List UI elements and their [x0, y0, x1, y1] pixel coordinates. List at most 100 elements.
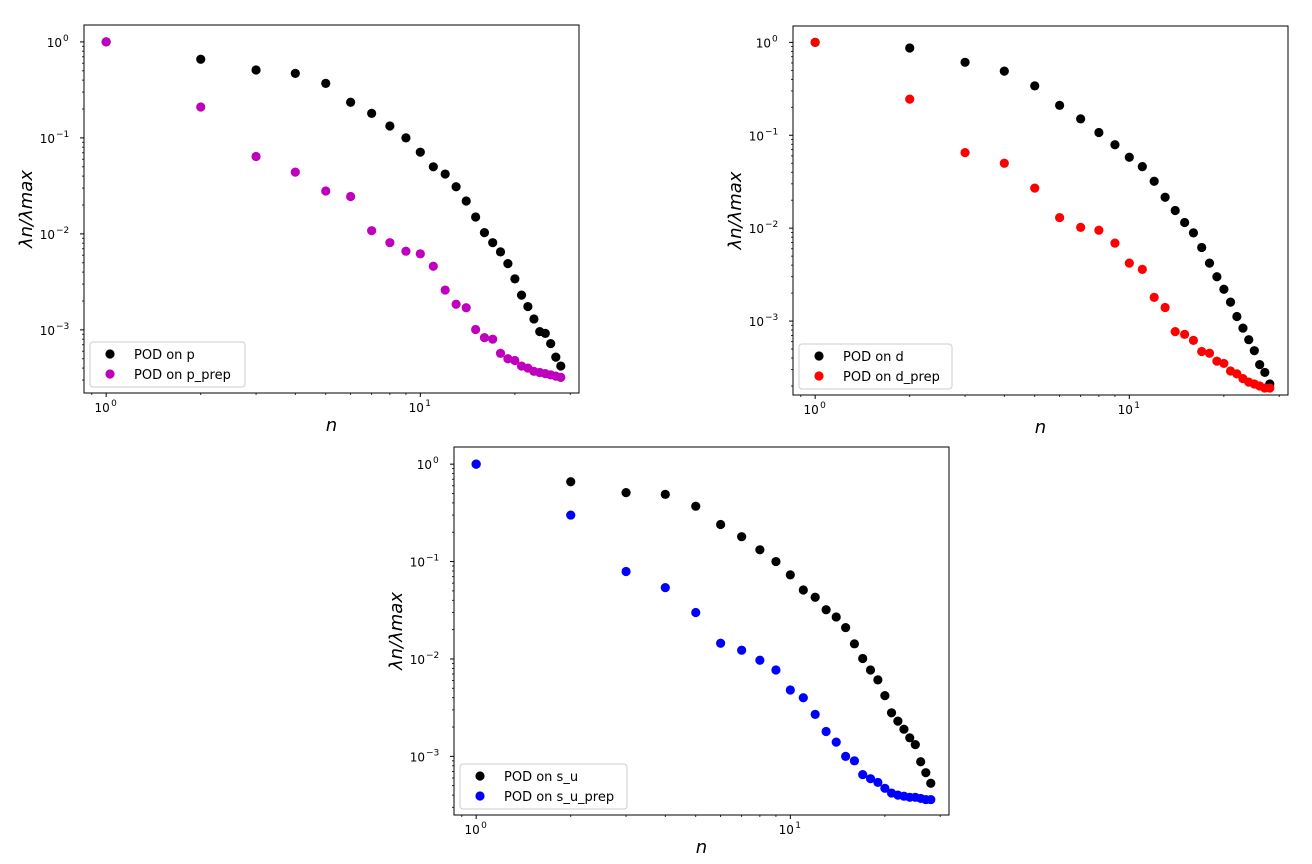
y-tick-exponent: −3 [426, 748, 439, 758]
legend: POD on d POD on d_prep [798, 343, 953, 390]
legend-label: POD on s_u_prep [504, 790, 614, 805]
data-point [451, 299, 461, 309]
data-point [471, 324, 481, 335]
data-point [737, 645, 747, 655]
legend: POD on p POD on p_prep [89, 341, 246, 388]
data-point [960, 148, 970, 158]
data-point [251, 151, 261, 162]
data-point [1188, 228, 1199, 238]
data-point [566, 477, 576, 487]
data-point [551, 352, 561, 362]
y-axis-label: λn/λmax [16, 170, 37, 249]
data-point [367, 226, 377, 236]
data-point [1197, 242, 1207, 253]
legend-label: POD on d_prep [843, 370, 940, 385]
legend-label: POD on p_prep [134, 368, 231, 383]
y-tick-label: 10 [40, 324, 55, 338]
data-point [755, 655, 765, 665]
data-point [1076, 114, 1086, 124]
y-tick-label: 10 [417, 458, 432, 472]
data-point [1076, 222, 1086, 232]
x-tick-label: 10 [779, 823, 794, 837]
y-axis-label: λn/λmax [386, 592, 407, 671]
data-point [401, 133, 411, 143]
series-2 [101, 37, 566, 382]
legend-marker [105, 369, 115, 379]
data-point [503, 259, 513, 269]
data-point [1265, 383, 1275, 393]
data-point [841, 751, 851, 761]
y-tick-exponent: 0 [63, 34, 69, 44]
data-point [196, 102, 206, 112]
data-point [101, 37, 111, 47]
data-point [1225, 297, 1236, 307]
data-point [510, 355, 520, 366]
plot-area [792, 25, 1289, 396]
x-tick-exponent: 1 [425, 399, 431, 409]
data-point [529, 314, 539, 324]
data-point [451, 182, 461, 192]
y-tick-exponent: −3 [765, 313, 778, 323]
data-point [1188, 335, 1199, 345]
legend-marker [475, 791, 485, 801]
data-point [841, 622, 851, 633]
data-point [401, 246, 411, 256]
data-point [1204, 348, 1215, 358]
data-point [785, 685, 795, 695]
data-point [771, 665, 781, 675]
y-tick-label: 10 [410, 750, 425, 764]
data-point [1238, 323, 1248, 333]
y-tick-label: 10 [410, 653, 425, 667]
legend-box [459, 763, 628, 810]
y-tick-exponent: −2 [426, 651, 439, 661]
data-point [546, 338, 556, 349]
series-1 [810, 37, 1275, 389]
data-point [893, 716, 903, 726]
data-point [1094, 127, 1104, 138]
data-point [831, 612, 841, 622]
data-point [1030, 81, 1040, 91]
y-tick-exponent: −3 [56, 322, 69, 332]
data-point [290, 68, 300, 78]
series-1 [101, 37, 566, 371]
data-point [926, 794, 936, 805]
data-point [196, 54, 206, 64]
y-tick-label: 10 [40, 132, 55, 146]
data-point [716, 519, 726, 530]
legend-marker [105, 349, 115, 359]
data-point [1110, 140, 1120, 150]
data-point [910, 740, 920, 750]
x-tick-exponent: 0 [820, 401, 826, 411]
x-tick-exponent: 1 [795, 821, 801, 831]
data-point [428, 261, 438, 271]
data-point [471, 459, 481, 469]
data-point [1255, 359, 1265, 370]
series-2 [471, 459, 936, 805]
x-axis-label: n [1035, 417, 1046, 438]
y-tick-label: 10 [47, 36, 62, 50]
data-point [621, 488, 631, 498]
data-point [367, 108, 377, 118]
data-point [1055, 212, 1065, 223]
data-point [471, 212, 481, 222]
x-tick-label: 10 [465, 823, 480, 837]
data-point [905, 43, 915, 53]
data-point [691, 607, 701, 618]
data-point [660, 583, 670, 593]
data-point [1244, 335, 1254, 345]
data-point [821, 726, 831, 737]
data-point [461, 303, 471, 313]
data-point [785, 570, 795, 580]
data-point [621, 566, 631, 577]
data-point [1219, 284, 1229, 294]
legend-label: POD on d [843, 350, 904, 365]
plot-area [83, 24, 580, 394]
data-point [737, 532, 747, 542]
data-point [880, 691, 890, 701]
data-point [566, 510, 576, 520]
data-point [999, 158, 1009, 168]
data-point [960, 57, 970, 67]
data-point [858, 653, 868, 664]
